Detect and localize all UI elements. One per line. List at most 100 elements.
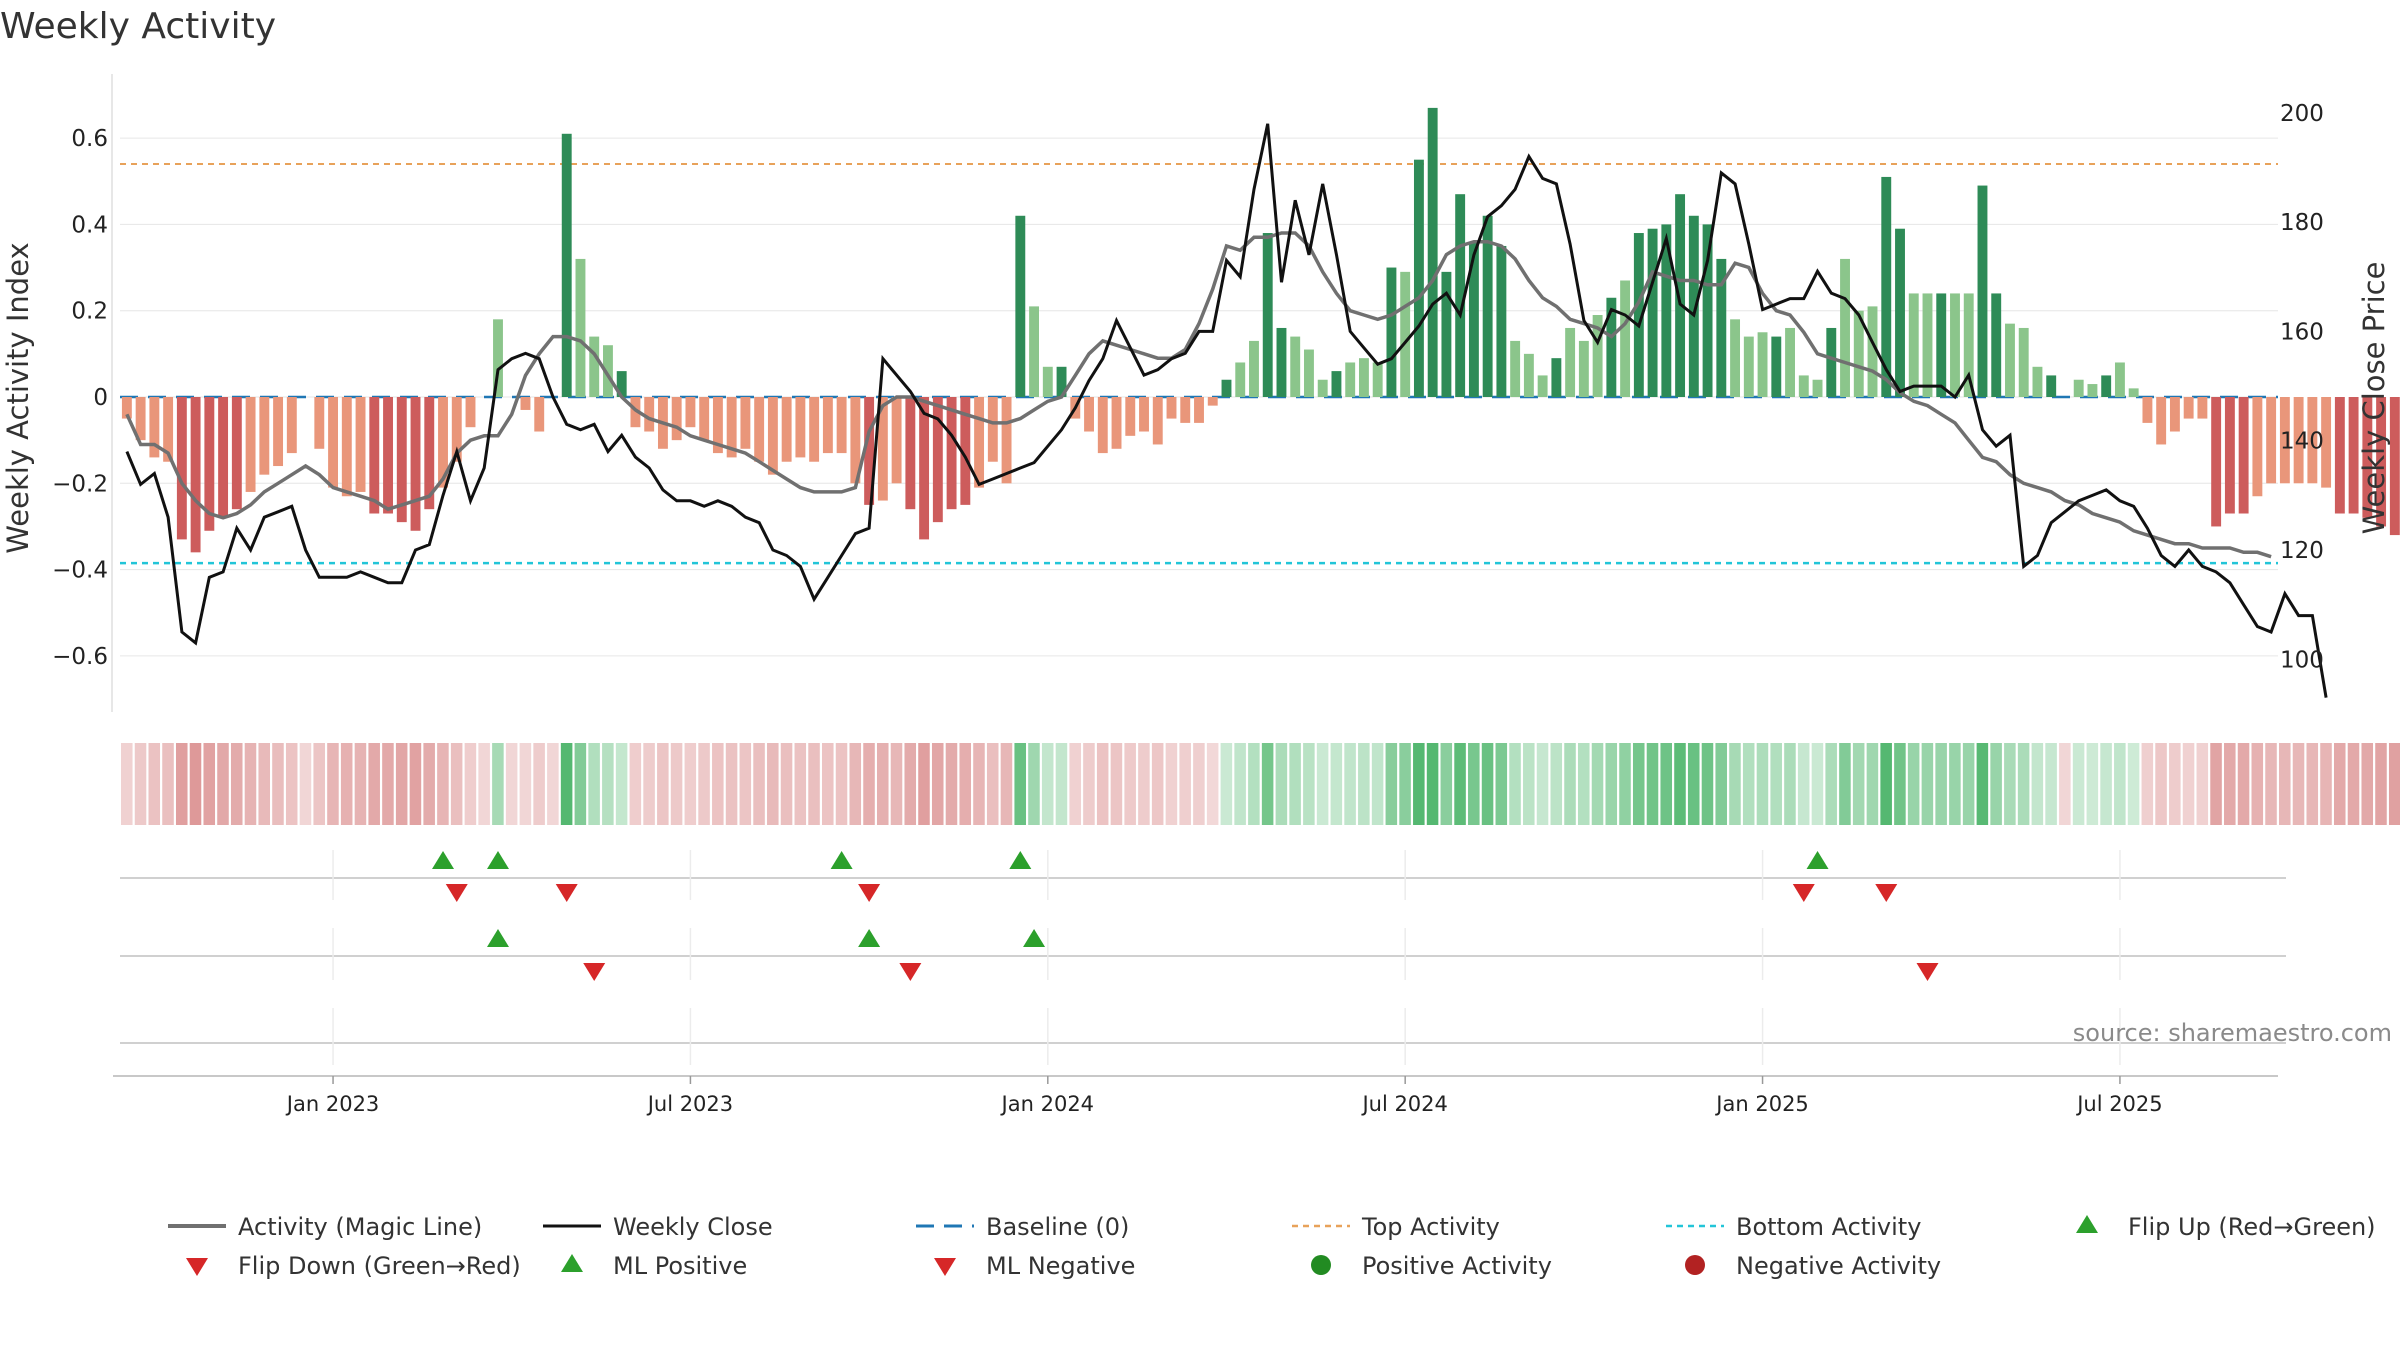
- legend-ml-positive-label: ML Positive: [613, 1252, 747, 1280]
- negative-activity-bar: [960, 397, 971, 505]
- negative-activity-bar: [850, 397, 861, 484]
- positive-activity-bar: [1881, 176, 1892, 397]
- positive-activity-bar: [1950, 293, 1960, 397]
- heat-cell: [959, 743, 972, 825]
- heat-cell: [464, 743, 477, 825]
- legend-weekly-close-label: Weekly Close: [613, 1213, 773, 1241]
- heat-cell: [629, 743, 642, 825]
- flip-down-marker: [1875, 884, 1898, 902]
- heat-cell: [1069, 743, 1081, 825]
- positive-activity-bar: [1798, 375, 1809, 397]
- heat-cell: [2361, 743, 2374, 825]
- heat-cell: [1275, 743, 1288, 825]
- negative-activity-bar: [2252, 397, 2263, 497]
- positive-activity-bar: [1620, 280, 1631, 397]
- positive-activity-bar: [1029, 306, 1040, 397]
- heat-cell: [217, 743, 229, 825]
- heat-cell: [1303, 743, 1315, 825]
- negative-activity-bar: [809, 397, 820, 462]
- heat-cell: [2127, 743, 2140, 825]
- negative-activity-bar: [273, 397, 284, 467]
- negative-activity-bar: [383, 397, 393, 514]
- positive-activity-bar: [1551, 358, 1562, 397]
- heat-cell: [354, 743, 367, 825]
- heat-cell: [272, 743, 284, 825]
- heat-cell: [1880, 743, 1892, 825]
- positive-activity-bar: [1262, 233, 1273, 397]
- ml-negative-marker: [1916, 963, 1939, 981]
- heat-cell: [1564, 743, 1576, 825]
- positive-activity-bar: [1743, 336, 1754, 397]
- negative-activity-bar: [451, 397, 462, 462]
- positive-activity-bar: [2114, 362, 2125, 397]
- left-tick-label: −0.4: [52, 558, 108, 584]
- positive-activity-bar: [1633, 233, 1644, 397]
- heat-cell: [1715, 743, 1727, 825]
- negative-activity-bar: [190, 397, 201, 553]
- heat-cell: [2196, 743, 2209, 825]
- positive-activity-bar: [1386, 267, 1397, 397]
- heat-cell: [2086, 743, 2099, 825]
- negative-activity-bar: [355, 397, 366, 492]
- heat-cell: [423, 743, 435, 825]
- heat-cell: [2347, 743, 2360, 825]
- heat-cell: [1330, 743, 1343, 825]
- heat-cell: [1605, 743, 1618, 825]
- heat-cell: [767, 743, 779, 825]
- heat-cell: [2004, 743, 2016, 825]
- series-lines: [125, 123, 2328, 698]
- negative-activity-bar: [163, 397, 174, 462]
- negative-activity-bar: [204, 397, 215, 531]
- heat-cell: [1839, 743, 1851, 825]
- flip-up-marker: [830, 851, 853, 869]
- heat-cell: [945, 743, 958, 825]
- x-tick-label: Jan 2023: [285, 1092, 380, 1116]
- heat-cell: [1523, 743, 1535, 825]
- negative-activity-bar: [2279, 397, 2290, 484]
- heat-cell: [1261, 743, 1274, 825]
- legend-positive-activity-swatch: [1311, 1255, 1331, 1275]
- heat-cell: [1110, 743, 1123, 825]
- negative-activity-bar: [1207, 397, 1218, 406]
- magic-line: [125, 231, 2272, 559]
- positive-activity-bar: [1290, 336, 1301, 397]
- heat-cell: [986, 743, 999, 825]
- heat-cell: [533, 743, 545, 825]
- heat-cell: [2045, 743, 2057, 825]
- positive-activity-bar: [1276, 327, 1287, 397]
- negative-activity-bar: [149, 397, 160, 458]
- legend-flip-down-swatch: [186, 1258, 208, 1276]
- main-gridlines: [120, 137, 2278, 657]
- heat-cell: [1701, 743, 1714, 825]
- heat-cell: [1413, 743, 1425, 825]
- negative-activity-bar: [286, 397, 297, 454]
- positive-activity-bar: [589, 336, 600, 397]
- positive-activity-bar: [2101, 375, 2112, 397]
- negative-activity-bar: [1001, 397, 1012, 484]
- negative-activity-bar: [685, 397, 696, 428]
- left-tick-label: 0: [93, 385, 108, 411]
- negative-activity-bar: [1180, 397, 1191, 423]
- heat-cell: [382, 743, 394, 825]
- heat-cell: [409, 743, 422, 825]
- legend-bottom-activity-label: Bottom Activity: [1736, 1213, 1921, 1241]
- positive-activity-bar: [1578, 340, 1589, 397]
- heat-cell: [1784, 743, 1796, 825]
- heat-cell: [588, 743, 600, 825]
- heat-cell: [1220, 743, 1233, 825]
- heat-cell: [1165, 743, 1178, 825]
- heat-cell: [162, 743, 174, 825]
- heat-cell: [189, 743, 202, 825]
- heat-cell: [725, 743, 738, 825]
- positive-activity-bar: [1372, 362, 1383, 397]
- negative-activity-bar: [2169, 397, 2180, 432]
- heat-cell: [1577, 743, 1590, 825]
- heat-cell: [918, 743, 930, 825]
- heat-cell: [1151, 743, 1164, 825]
- negative-activity-bar: [465, 397, 476, 428]
- heat-cell: [2306, 743, 2319, 825]
- negative-activity-bar: [520, 397, 531, 410]
- heat-cell: [1028, 743, 1040, 825]
- heat-cell: [547, 743, 559, 825]
- flip-down-marker: [858, 884, 881, 902]
